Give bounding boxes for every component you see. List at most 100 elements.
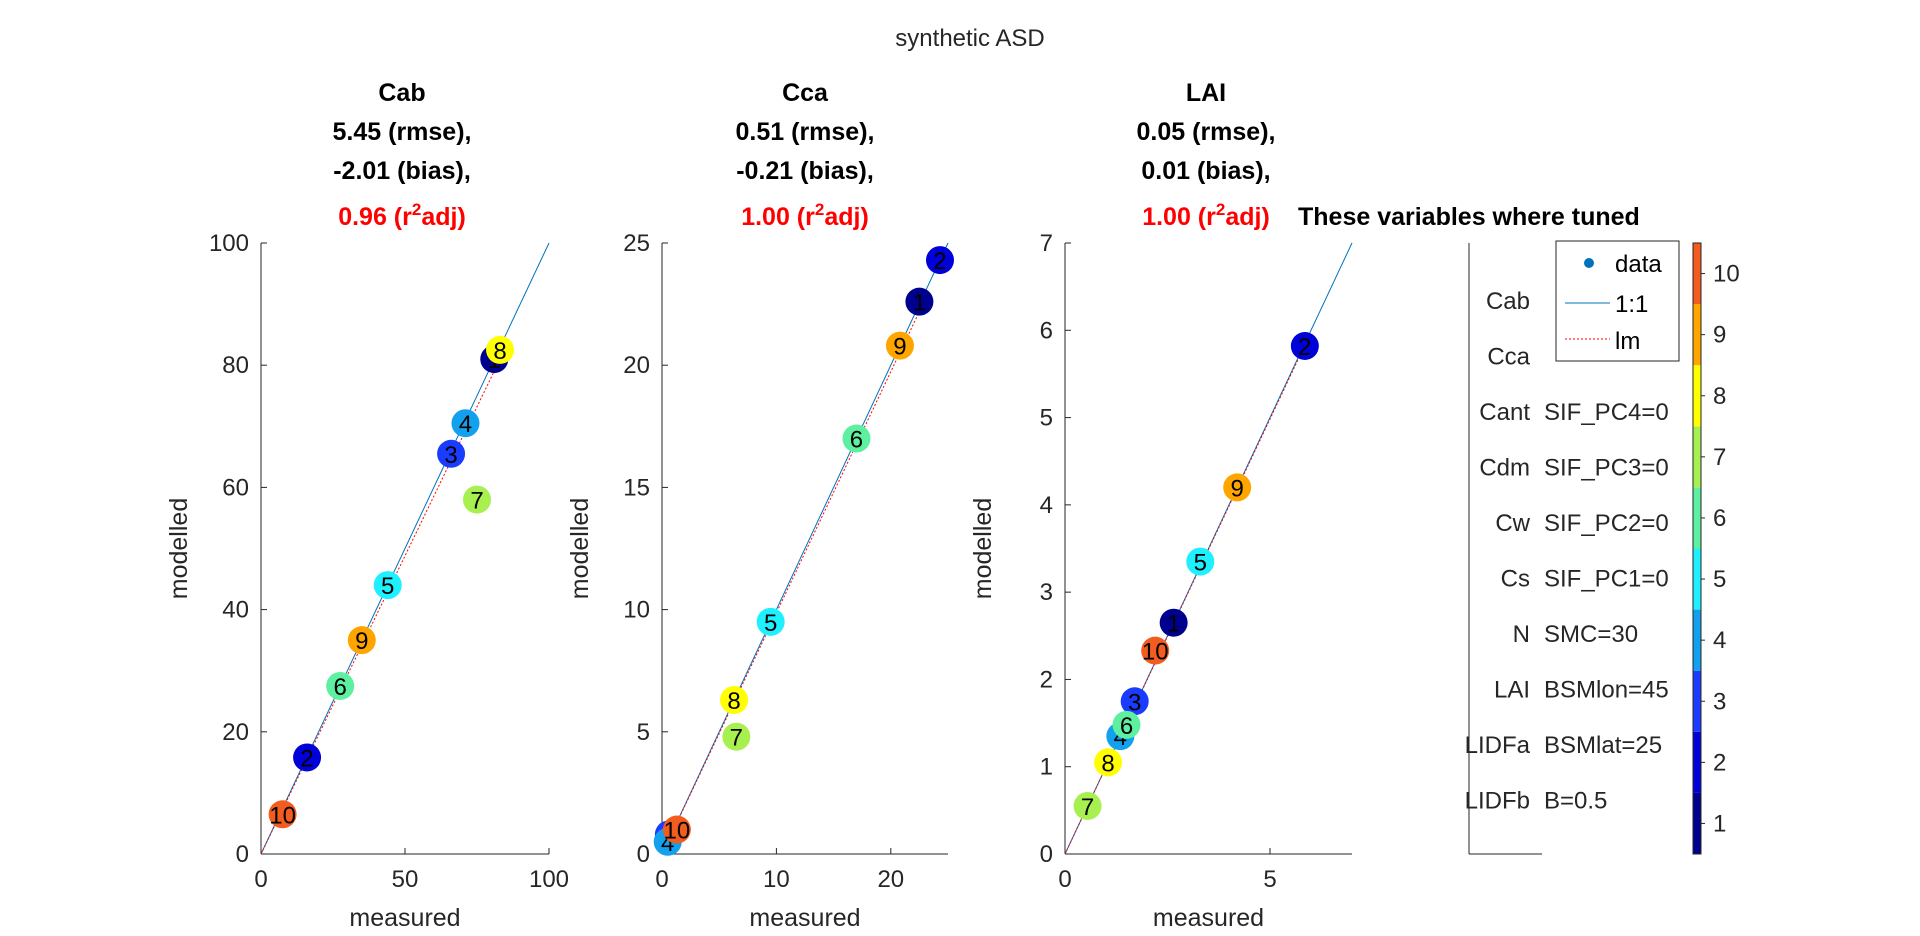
legend[interactable]: data 1:1 lm xyxy=(1555,240,1680,362)
lm-line xyxy=(661,311,920,855)
data-point-label: 3 xyxy=(1128,689,1141,716)
y-tick-label: 20 xyxy=(222,719,249,746)
colorbar: 1 2 3 4 5 6 7 8 9 10 xyxy=(1692,242,1740,855)
y-tick-label: 2 xyxy=(1040,666,1053,693)
x-tick-label: 0 xyxy=(1058,866,1071,893)
r2-label: 0.96 (r2adj) xyxy=(338,200,466,231)
y-tick-label: 0 xyxy=(236,841,249,868)
data-point-label: 6 xyxy=(850,427,863,454)
data-point-label: 8 xyxy=(493,338,506,365)
axes-cca: 010200510152025measuredmodelled123456789… xyxy=(566,230,954,932)
data-point-label: 8 xyxy=(1101,750,1114,777)
data-point xyxy=(925,246,954,275)
colorbar-tick-label: 1 xyxy=(1713,810,1726,837)
colorbar-tick-label: 4 xyxy=(1713,627,1726,654)
colorbar-tick-label: 6 xyxy=(1713,505,1726,532)
data-point xyxy=(756,607,785,636)
y-axis-label: modelled xyxy=(566,498,594,599)
colorbar-segment xyxy=(1693,670,1701,732)
data-point-label: 6 xyxy=(1120,713,1133,740)
colorbar-tick-label: 7 xyxy=(1713,444,1726,471)
subplot-cca: Cca 0.51 (rmse), -0.21 (bias), 1.00 (r2a… xyxy=(566,79,954,932)
data-point xyxy=(1159,608,1188,637)
data-point-label: 5 xyxy=(1194,550,1207,577)
colorbar-segment xyxy=(1693,609,1701,671)
data-point-label: 9 xyxy=(893,334,906,361)
legend-1to1-label: 1:1 xyxy=(1615,291,1648,318)
data-point xyxy=(1094,748,1123,777)
bias-label: 0.01 (bias), xyxy=(1141,157,1270,185)
data-point-label: 4 xyxy=(459,411,472,438)
data-point xyxy=(451,409,480,438)
colorbar-tick-label: 10 xyxy=(1713,261,1740,288)
colorbar-tick-label: 2 xyxy=(1713,749,1726,776)
subplot-lai: LAI 0.05 (rmse), 0.01 (bias), 1.00 (r2ad… xyxy=(969,79,1640,932)
data-point xyxy=(486,335,515,364)
data-point-label: 5 xyxy=(381,573,394,600)
param-name: Cca xyxy=(1487,344,1530,371)
tuned-note: These variables where tuned xyxy=(1298,203,1640,231)
legend-box xyxy=(1555,240,1680,362)
data-point xyxy=(1290,331,1319,360)
data-point-label: 7 xyxy=(470,488,483,515)
lm-line xyxy=(1064,344,1306,855)
y-axis-label: modelled xyxy=(165,498,193,599)
data-point xyxy=(1073,791,1102,820)
bias-label: -2.01 (bias), xyxy=(333,157,471,185)
data-point xyxy=(326,671,355,700)
param-name: LAI xyxy=(1494,677,1530,704)
data-point xyxy=(347,626,376,655)
axes-cab: 050100020406080100measuredmodelled123456… xyxy=(165,230,569,932)
data-point xyxy=(1112,710,1141,739)
data-point xyxy=(722,722,751,751)
legend-data-label: data xyxy=(1615,251,1662,278)
y-tick-label: 40 xyxy=(222,597,249,624)
param-name: LIDFa xyxy=(1465,732,1531,759)
x-tick-label: 10 xyxy=(763,866,790,893)
param-name: Cw xyxy=(1495,510,1530,537)
data-point-label: 2 xyxy=(933,248,946,275)
rmse-label: 5.45 (rmse), xyxy=(333,118,472,146)
data-point-label: 7 xyxy=(730,725,743,752)
bias-label: -0.21 (bias), xyxy=(736,157,874,185)
data-point xyxy=(905,287,934,316)
colorbar-segment xyxy=(1693,731,1701,793)
param-value: SIF_PC1=0 xyxy=(1544,566,1669,593)
colorbar-segment xyxy=(1693,487,1701,549)
data-point xyxy=(373,571,402,600)
y-tick-label: 0 xyxy=(1040,841,1053,868)
r2-label: 1.00 (r2adj) xyxy=(741,200,869,231)
colorbar-segment xyxy=(1693,243,1701,305)
x-axis-label: measured xyxy=(749,904,860,932)
data-point xyxy=(463,485,491,514)
rmse-label: 0.51 (rmse), xyxy=(736,118,875,146)
data-point-label: 1 xyxy=(1167,611,1180,638)
colorbar-segment xyxy=(1693,304,1701,366)
data-point xyxy=(1120,687,1149,716)
y-tick-label: 0 xyxy=(637,841,650,868)
x-tick-label: 100 xyxy=(529,866,569,893)
data-point-label: 9 xyxy=(355,628,368,655)
param-value: SIF_PC3=0 xyxy=(1544,455,1669,482)
param-name: Cs xyxy=(1501,566,1530,593)
data-point xyxy=(720,686,749,715)
legend-data-marker xyxy=(1584,258,1594,268)
data-point xyxy=(1223,473,1252,502)
legend-lm-label: lm xyxy=(1615,328,1640,355)
y-tick-label: 20 xyxy=(623,352,650,379)
subplot-cab: Cab 5.45 (rmse), -2.01 (bias), 0.96 (r2a… xyxy=(165,79,569,932)
data-point-label: 10 xyxy=(664,818,691,845)
param-value: BSMlon=45 xyxy=(1544,677,1669,704)
y-tick-label: 3 xyxy=(1040,579,1053,606)
param-value: SMC=30 xyxy=(1544,621,1638,648)
x-axis-label: measured xyxy=(1153,904,1264,932)
data-point-label: 10 xyxy=(1142,639,1169,666)
param-name: Cdm xyxy=(1479,455,1530,482)
param-name: LIDFb xyxy=(1465,788,1530,815)
param-name: Cant xyxy=(1479,399,1530,426)
y-tick-label: 60 xyxy=(222,474,249,501)
colorbar-segment xyxy=(1693,365,1701,427)
y-tick-label: 4 xyxy=(1040,492,1053,519)
y-tick-label: 7 xyxy=(1040,230,1053,257)
